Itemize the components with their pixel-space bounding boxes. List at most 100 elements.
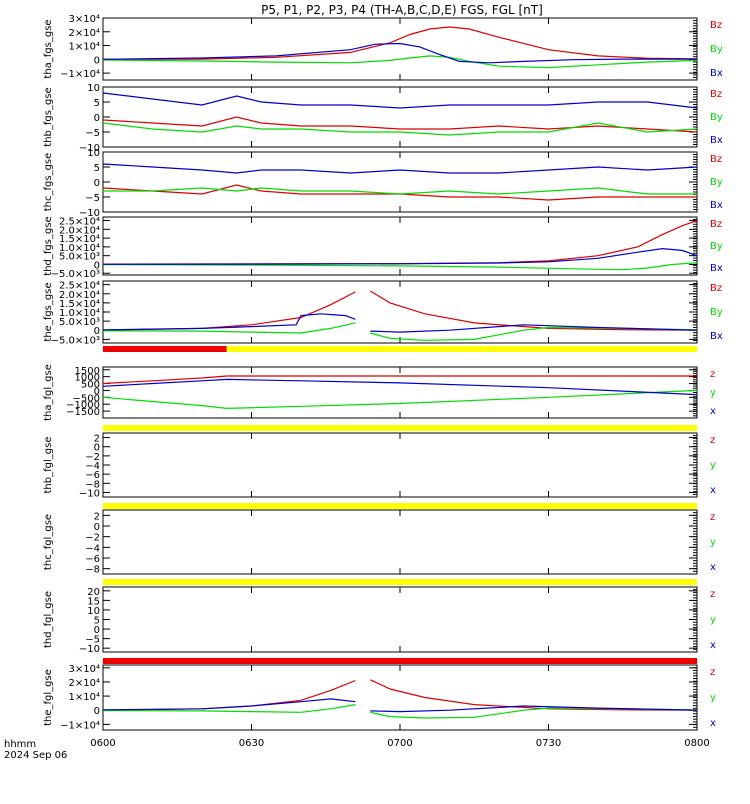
series-line-z <box>102 375 697 385</box>
y-tick-label: 2×10⁴ <box>69 28 100 39</box>
y-tick-label: −5.0×10³ <box>51 335 100 346</box>
status-bar-segment <box>103 425 697 431</box>
y-tick-label: 10 <box>87 606 100 617</box>
y-tick-label: 3×10⁴ <box>69 664 100 675</box>
legend-entry: x <box>710 406 716 417</box>
series-line-Bx <box>102 247 698 265</box>
y-tick-label: 5.0×10³ <box>59 252 100 263</box>
series-line-By <box>102 122 698 136</box>
panel-thc_fgl_gse: 20−2−4−6−8 thc_fgl_gse z y x <box>43 503 716 576</box>
y-tick-label: −5 <box>85 635 100 646</box>
series-line-Bx <box>102 42 697 64</box>
y-tick-label: 1000 <box>75 373 100 384</box>
y-tick-label: 20 <box>87 587 100 598</box>
y-tick-label: 5 <box>94 616 100 627</box>
panel-frame <box>102 17 698 81</box>
legend-entry: By <box>710 241 723 252</box>
legend-entry: x <box>710 640 716 651</box>
status-bar-segment <box>103 658 697 664</box>
y-tick-label: −10 <box>79 208 100 219</box>
y-tick-label: 5 <box>94 163 100 174</box>
y-tick-label: 5.0×10³ <box>59 317 100 328</box>
legend-entry: z <box>710 667 715 678</box>
y-tick-label: 0 <box>94 443 100 454</box>
y-tick-label: 1.5×10⁴ <box>59 234 100 245</box>
status-bar-segment <box>103 579 697 585</box>
series-line-z <box>102 679 698 711</box>
legend-entry: z <box>710 435 715 446</box>
y-tick-label: 3×10⁴ <box>69 14 100 25</box>
y-tick-label: −1500 <box>66 407 100 418</box>
y-tick-label: −10 <box>79 143 100 154</box>
series-line-Bz <box>102 116 698 133</box>
y-axis-label: thc_fgl_gse <box>43 514 54 570</box>
y-tick-label: −2 <box>85 452 100 463</box>
y-tick-label: −8 <box>85 565 100 576</box>
y-tick-label: 0 <box>94 55 100 66</box>
legend-entry: By <box>710 177 723 188</box>
y-tick-label: −500 <box>73 393 100 404</box>
y-tick-label: −4 <box>85 543 100 554</box>
panel-the_fgl_gse: 3×10⁴ 2×10⁴ 1×10⁴ 0 −1×10⁴ the_fgl_gse z y x <box>43 658 716 731</box>
legend-entry: Bz <box>710 89 722 100</box>
panel-frame <box>102 366 698 419</box>
panel-thb_fgs_gse: 10 5 0 −5 −10 thb_fgs_gse Bz By Bx <box>43 83 723 154</box>
legend-entry: z <box>710 589 715 600</box>
y-tick-label: 1.0×10⁴ <box>59 243 100 254</box>
y-tick-label: 0 <box>94 625 100 636</box>
y-tick-label: 2.5×10⁴ <box>59 281 100 292</box>
legend-entry: y <box>710 615 716 626</box>
legend-entry: Bx <box>710 68 723 79</box>
y-axis-label: thd_fgl_gse <box>43 591 54 648</box>
series-line-Bx <box>102 92 698 109</box>
legend-entry: y <box>710 693 716 704</box>
y-tick-label: 1.5×10⁴ <box>59 299 100 310</box>
panel-thb_fgl_gse: 20−2−4−6−8−10 thb_fgl_gse z y x <box>43 425 716 499</box>
y-tick-label: 2.0×10⁴ <box>59 290 100 301</box>
y-tick-label: 0 <box>94 113 100 124</box>
legend-entry: Bx <box>710 135 723 146</box>
y-tick-label: −1000 <box>66 400 100 411</box>
panel-thc_fgs_gse: 10 5 0 −5 −10 thc_fgs_gse Bz By Bx <box>43 148 723 219</box>
y-tick-label: −4 <box>85 461 100 472</box>
y-tick-label: −5 <box>85 128 100 139</box>
x-tick-label: 0800 <box>684 738 709 749</box>
y-tick-label: 2 <box>94 511 100 522</box>
legend-entry: x <box>710 485 716 496</box>
chart-title: P5, P1, P2, P3, P4 (TH-A,B,C,D,E) FGS, F… <box>261 3 543 17</box>
legend-entry: z <box>710 369 715 380</box>
time-axis-label: hhmm <box>4 739 36 750</box>
legend-entry: Bz <box>710 219 722 230</box>
series-line-By <box>102 55 698 69</box>
y-tick-label: 500 <box>81 380 100 391</box>
x-tick-label: 0730 <box>536 738 561 749</box>
y-tick-label: 5 <box>94 98 100 109</box>
y-tick-label: 10 <box>87 83 100 94</box>
y-tick-label: 0 <box>94 386 100 397</box>
series-line-Bx <box>102 163 698 174</box>
y-tick-label: −5 <box>85 193 100 204</box>
y-tick-label: 0 <box>94 706 100 717</box>
series-line-Bx <box>102 313 698 333</box>
x-tick-label: 0600 <box>90 738 115 749</box>
series-line-Bz <box>102 26 698 60</box>
y-tick-label: −6 <box>85 470 100 481</box>
y-tick-label: 1.0×10⁴ <box>59 308 100 319</box>
legend-entry: z <box>710 512 715 523</box>
series-line-By <box>102 262 698 271</box>
y-tick-label: −5.0×10³ <box>51 269 100 280</box>
panel-the_fgs_gse: 2.5×10⁴2.0×10⁴1.5×10⁴1.0×10⁴5.0×10³0−5.0… <box>43 280 723 346</box>
legend-entry: Bz <box>710 20 722 31</box>
y-tick-label: −2 <box>85 533 100 544</box>
panel-frame <box>102 432 698 498</box>
legend-entry: By <box>710 307 723 318</box>
panel-tha_fgs_gse: 3×10⁴ 2×10⁴ 1×10⁴ 0 −1×10⁴ tha_fgs_gse Bz By Bx <box>43 14 723 81</box>
panel-frame <box>102 664 698 731</box>
y-axis-label: thb_fgl_gse <box>43 437 54 494</box>
y-axis-label: thb_fgs_gse <box>43 87 54 146</box>
y-axis-label: tha_fgs_gse <box>43 19 54 78</box>
panel-frame <box>102 151 698 213</box>
